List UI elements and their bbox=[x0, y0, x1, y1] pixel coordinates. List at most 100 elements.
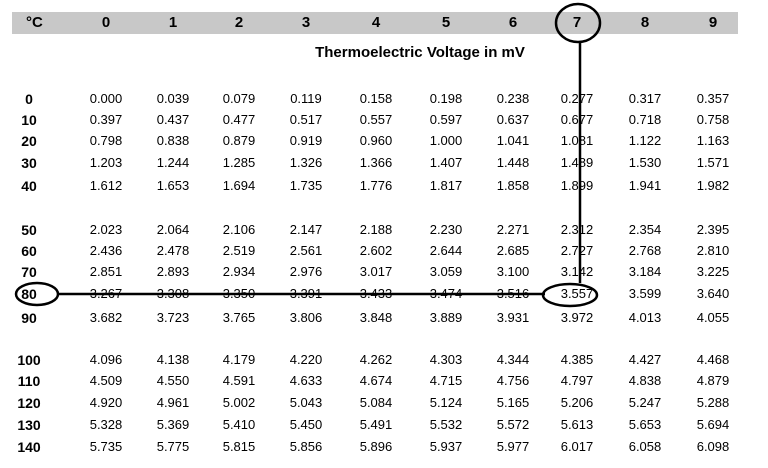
table-cell: 4.427 bbox=[628, 352, 662, 367]
row-label-120: 120 bbox=[17, 395, 41, 411]
table-cell: 1.776 bbox=[359, 178, 393, 193]
table-cell: 0.718 bbox=[628, 112, 662, 127]
row-label-60: 60 bbox=[21, 243, 37, 259]
table-cell: 5.043 bbox=[289, 395, 323, 410]
table-cell: 3.765 bbox=[222, 310, 256, 325]
table-cell: 2.023 bbox=[89, 222, 123, 237]
table-cell: 6.098 bbox=[696, 439, 730, 454]
table-cell: 2.810 bbox=[696, 243, 730, 258]
table-cell: 5.815 bbox=[222, 439, 256, 454]
column-header-4: 4 bbox=[371, 14, 381, 31]
table-cell: 1.081 bbox=[560, 133, 594, 148]
table-cell: 4.220 bbox=[289, 352, 323, 367]
table-cell: 1.653 bbox=[156, 178, 190, 193]
table-cell: 0.879 bbox=[222, 133, 256, 148]
table-cell: 0.637 bbox=[496, 112, 530, 127]
table-cell: 0.238 bbox=[496, 91, 530, 106]
table-cell: 1.366 bbox=[359, 155, 393, 170]
table-cell: 3.682 bbox=[89, 310, 123, 325]
table-cell: 2.768 bbox=[628, 243, 662, 258]
table-cell: 2.727 bbox=[560, 243, 594, 258]
table-cell: 5.937 bbox=[429, 439, 463, 454]
column-header-5: 5 bbox=[441, 14, 451, 31]
row-label-80: 80 bbox=[21, 286, 37, 302]
table-cell: 3.142 bbox=[560, 264, 594, 279]
table-cell: 4.303 bbox=[429, 352, 463, 367]
column-header-6: 6 bbox=[508, 14, 518, 31]
table-cell: 3.889 bbox=[429, 310, 463, 325]
table-cell: 4.550 bbox=[156, 373, 190, 388]
row-label-100: 100 bbox=[17, 352, 41, 368]
table-cell: 0.437 bbox=[156, 112, 190, 127]
table-cell: 5.613 bbox=[560, 417, 594, 432]
table-cell: 2.934 bbox=[222, 264, 256, 279]
table-cell: 1.122 bbox=[628, 133, 662, 148]
table-cell: 2.436 bbox=[89, 243, 123, 258]
table-cell: 2.478 bbox=[156, 243, 190, 258]
table-cell: 2.602 bbox=[359, 243, 393, 258]
column-header-0: 0 bbox=[101, 14, 111, 31]
table-cell: 2.312 bbox=[560, 222, 594, 237]
table-cell: 0.798 bbox=[89, 133, 123, 148]
table-cell: 3.931 bbox=[496, 310, 530, 325]
table-cell: 1.203 bbox=[89, 155, 123, 170]
table-cell: 1.448 bbox=[496, 155, 530, 170]
table-cell: 5.572 bbox=[496, 417, 530, 432]
table-cell: 4.385 bbox=[560, 352, 594, 367]
table-cell: 5.653 bbox=[628, 417, 662, 432]
table-cell: 5.328 bbox=[89, 417, 123, 432]
table-cell: 0.597 bbox=[429, 112, 463, 127]
table-cell: 5.450 bbox=[289, 417, 323, 432]
table-cell: 4.591 bbox=[222, 373, 256, 388]
table-cell: 3.723 bbox=[156, 310, 190, 325]
table-cell: 0.357 bbox=[696, 91, 730, 106]
table-cell: 5.369 bbox=[156, 417, 190, 432]
table-cell: 4.715 bbox=[429, 373, 463, 388]
unit-header: °C bbox=[26, 14, 43, 31]
table-cell: 1.694 bbox=[222, 178, 256, 193]
table-cell: 0.397 bbox=[89, 112, 123, 127]
table-cell: 4.797 bbox=[560, 373, 594, 388]
table-cell: 2.354 bbox=[628, 222, 662, 237]
row-label-130: 130 bbox=[17, 417, 41, 433]
table-cell: 4.756 bbox=[496, 373, 530, 388]
table-cell: 4.468 bbox=[696, 352, 730, 367]
table-cell: 4.879 bbox=[696, 373, 730, 388]
table-cell: 5.532 bbox=[429, 417, 463, 432]
table-cell: 5.896 bbox=[359, 439, 393, 454]
table-cell: 3.516 bbox=[496, 286, 530, 301]
table-cell: 2.106 bbox=[222, 222, 256, 237]
table-cell: 5.206 bbox=[560, 395, 594, 410]
table-cell: 0.758 bbox=[696, 112, 730, 127]
table-cell: 3.100 bbox=[496, 264, 530, 279]
table-cell: 0.079 bbox=[222, 91, 256, 106]
table-cell: 1.530 bbox=[628, 155, 662, 170]
row-label-70: 70 bbox=[21, 264, 37, 280]
table-cell: 0.477 bbox=[222, 112, 256, 127]
table-cell: 3.806 bbox=[289, 310, 323, 325]
table-cell: 3.972 bbox=[560, 310, 594, 325]
row-label-20: 20 bbox=[21, 133, 37, 149]
table-cell: 5.165 bbox=[496, 395, 530, 410]
table-title: Thermoelectric Voltage in mV bbox=[315, 44, 525, 61]
row-label-30: 30 bbox=[21, 155, 37, 171]
table-cell: 1.571 bbox=[696, 155, 730, 170]
table-cell: 0.838 bbox=[156, 133, 190, 148]
table-cell: 2.561 bbox=[289, 243, 323, 258]
table-cell: 0.277 bbox=[560, 91, 594, 106]
table-cell: 3.557 bbox=[560, 286, 594, 301]
table-cell: 3.308 bbox=[156, 286, 190, 301]
table-cell: 0.517 bbox=[289, 112, 323, 127]
table-cell: 3.599 bbox=[628, 286, 662, 301]
table-cell: 0.000 bbox=[89, 91, 123, 106]
row-label-50: 50 bbox=[21, 222, 37, 238]
table-cell: 3.391 bbox=[289, 286, 323, 301]
table-cell: 4.509 bbox=[89, 373, 123, 388]
row-label-90: 90 bbox=[21, 310, 37, 326]
table-cell: 5.247 bbox=[628, 395, 662, 410]
table-cell: 1.000 bbox=[429, 133, 463, 148]
table-cell: 0.919 bbox=[289, 133, 323, 148]
table-cell: 4.013 bbox=[628, 310, 662, 325]
table-cell: 0.198 bbox=[429, 91, 463, 106]
table-cell: 3.267 bbox=[89, 286, 123, 301]
